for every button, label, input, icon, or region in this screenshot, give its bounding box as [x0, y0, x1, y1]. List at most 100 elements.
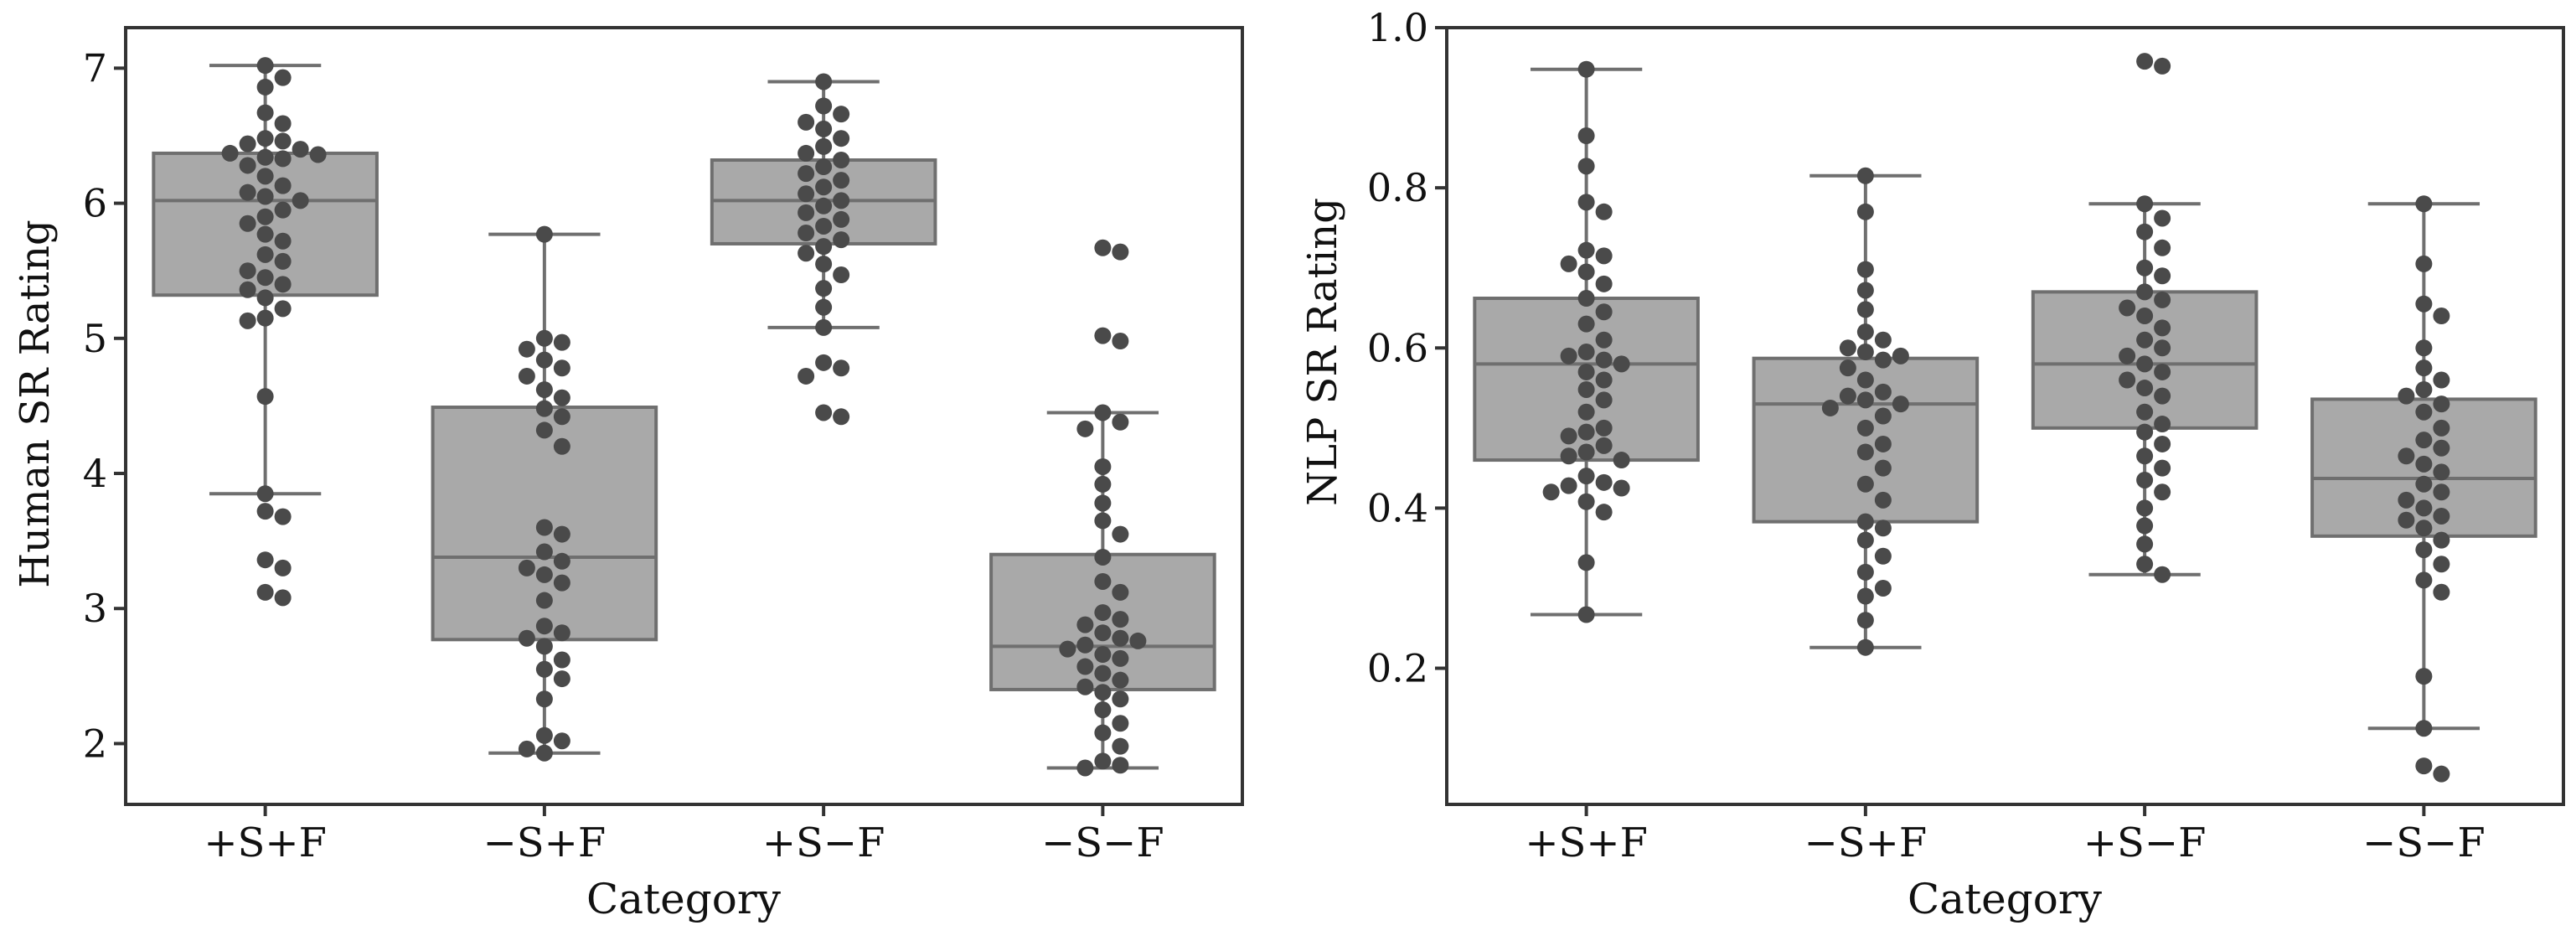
human-y-axis-label: Human SR Rating — [12, 220, 59, 588]
human-data-point — [1112, 583, 1129, 601]
nlp-data-point — [1856, 371, 1874, 389]
human-data-point — [1094, 512, 1112, 530]
nlp-data-point — [1595, 203, 1613, 220]
human-data-point — [815, 238, 833, 256]
nlp-data-point — [1560, 255, 1577, 272]
human-data-point — [553, 333, 570, 351]
nlp-data-point — [2154, 363, 2171, 380]
nlp-plot-area — [1473, 53, 2537, 783]
human-data-point — [256, 130, 274, 147]
nlp-data-point — [2154, 566, 2171, 583]
human-data-point — [274, 508, 292, 525]
nlp-data-point — [1595, 504, 1613, 521]
human-data-point — [1094, 404, 1112, 421]
nlp-data-point — [1856, 323, 1874, 341]
nlp-data-point — [1856, 167, 1874, 184]
nlp-data-point — [1577, 493, 1595, 510]
nlp-data-point — [1595, 437, 1613, 454]
nlp-data-point — [1577, 606, 1595, 623]
human-y-tick-label: 3 — [83, 586, 107, 631]
nlp-data-point — [2154, 387, 2171, 405]
nlp-data-point — [1595, 391, 1613, 409]
nlp-data-point — [2154, 267, 2171, 285]
nlp-y-axis-label: NLP SR Rating — [1299, 198, 1346, 506]
nlp-data-point — [1856, 612, 1874, 629]
nlp-data-point — [1856, 587, 1874, 605]
human-data-point — [535, 329, 553, 347]
nlp-data-point — [1577, 554, 1595, 571]
nlp-data-point — [1595, 275, 1613, 292]
nlp-data-point — [2433, 371, 2450, 389]
nlp-data-point — [1892, 395, 1909, 413]
nlp-data-point — [2136, 195, 2154, 213]
human-data-point — [274, 276, 292, 293]
human-data-point — [1094, 684, 1112, 701]
human-data-point — [1094, 475, 1112, 493]
human-data-point — [553, 525, 570, 543]
nlp-data-point — [1839, 387, 1856, 405]
human-data-point — [1094, 664, 1112, 682]
nlp-data-point — [1577, 380, 1595, 398]
panel-nlp: NLP SR Rating Category 0.2 0.4 0.6 0.8 1.0 +… — [1299, 5, 2565, 923]
human-data-point — [535, 351, 553, 369]
human-data-point — [833, 106, 850, 123]
nlp-data-point — [2415, 403, 2433, 421]
human-data-point — [1076, 616, 1094, 633]
nlp-data-point — [1874, 383, 1892, 401]
human-data-point — [1076, 636, 1094, 654]
human-data-point — [256, 57, 274, 75]
nlp-data-point — [1577, 290, 1595, 308]
nlp-data-point — [2136, 517, 2154, 535]
human-data-point — [1112, 649, 1129, 667]
human-data-point — [1094, 701, 1112, 719]
nlp-data-point — [2433, 419, 2450, 437]
human-x-tick-label: +S+F — [204, 819, 327, 866]
nlp-data-point — [2433, 483, 2450, 501]
human-data-point — [815, 158, 833, 176]
nlp-data-point — [2136, 259, 2154, 277]
human-data-point — [535, 400, 553, 417]
human-data-point — [833, 231, 850, 249]
nlp-data-point — [2415, 455, 2433, 473]
human-data-point — [815, 404, 833, 421]
human-data-point — [833, 192, 850, 209]
human-data-point — [798, 225, 815, 242]
human-data-point — [833, 359, 850, 377]
human-data-point — [798, 367, 815, 385]
human-data-point — [518, 367, 535, 385]
human-data-point — [798, 204, 815, 221]
nlp-data-point — [2433, 765, 2450, 783]
nlp-data-point — [2433, 507, 2450, 525]
human-data-point — [815, 120, 833, 137]
nlp-data-point — [2136, 403, 2154, 421]
nlp-data-point — [2415, 541, 2433, 559]
nlp-data-point — [2415, 720, 2433, 737]
human-data-point — [1112, 690, 1129, 708]
nlp-data-point — [1839, 339, 1856, 357]
nlp-data-point — [1613, 355, 1630, 373]
human-data-point — [798, 113, 815, 131]
human-y-tick-label: 5 — [83, 316, 107, 361]
nlp-data-point — [1874, 547, 1892, 565]
nlp-data-point — [1613, 479, 1630, 497]
human-y-tick-label: 7 — [83, 45, 107, 90]
nlp-x-ticks: +S+F −S+F +S−F −S−F — [1525, 804, 2486, 866]
nlp-y-tick-label: 0.4 — [1367, 485, 1428, 530]
nlp-data-point — [1577, 468, 1595, 485]
nlp-data-point — [2398, 387, 2415, 405]
human-data-point — [815, 256, 833, 273]
human-data-point — [1094, 604, 1112, 622]
nlp-data-point — [2415, 499, 2433, 517]
human-data-point — [535, 660, 553, 678]
nlp-data-point — [2136, 556, 2154, 573]
nlp-data-point — [2154, 239, 2171, 256]
human-y-ticks: 2 3 4 5 6 7 — [83, 45, 126, 766]
human-data-point — [256, 289, 274, 307]
human-data-point — [239, 157, 256, 174]
nlp-data-point — [2398, 511, 2415, 529]
nlp-data-point — [1613, 452, 1630, 469]
nlp-data-point — [2136, 447, 2154, 465]
human-data-point — [553, 574, 570, 592]
human-data-point — [553, 359, 570, 377]
human-data-point — [833, 266, 850, 284]
